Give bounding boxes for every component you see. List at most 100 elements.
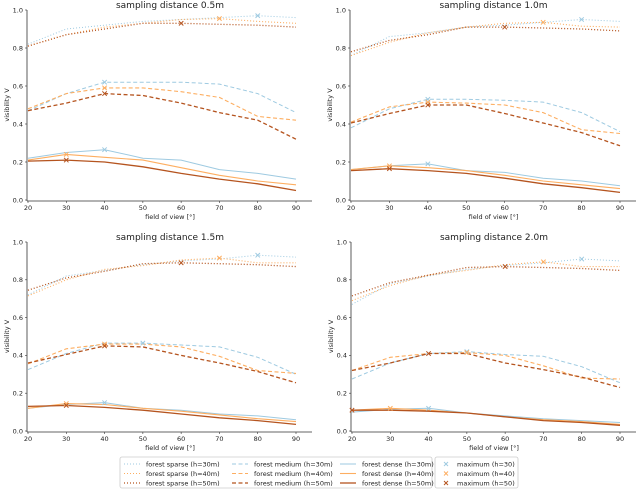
maximum-marker-h30 [255, 252, 261, 258]
max-legend-item: maximum (h=50) [443, 479, 515, 487]
marker-stroke [102, 79, 108, 85]
legend-label: forest sparse (h=30m) [146, 460, 220, 468]
subplot-3: sampling distance 1.5m 20 30 40 50 60 70 80 90 0.… [3, 233, 312, 452]
subplot-title: sampling distance 1.5m [116, 233, 224, 243]
maximum-marker-h40 [63, 401, 69, 407]
maximum-marker-h40 [102, 341, 108, 347]
maximum-marker-h40 [387, 405, 393, 411]
marker-stroke [178, 260, 184, 266]
legend-item: forest dense (h=30m) [340, 460, 434, 468]
maximum-marker-h30 [255, 13, 261, 19]
legend-item: forest dense (h=50m) [340, 479, 434, 487]
maximum-marker-h40 [540, 259, 546, 265]
legend-label: forest sparse (h=40m) [146, 470, 220, 478]
series-line-sparse-h50 [351, 265, 621, 297]
marker-stroke [579, 16, 585, 23]
x-tick-label: 60 [501, 435, 509, 443]
x-axis-label: field of view [°] [469, 444, 519, 452]
series-line-sparse-h40 [351, 261, 620, 302]
maximum-marker-h50 [425, 102, 431, 108]
marker-stroke [178, 20, 184, 26]
y-tick-label: 0.0 [337, 427, 347, 435]
marker-stroke [579, 256, 585, 262]
marker-stroke [425, 161, 431, 167]
y-tick-label: 0.2 [337, 390, 347, 398]
y-tick-label: 0.8 [13, 44, 23, 52]
x-tick-label: 50 [139, 204, 147, 212]
subplot-4: sampling distance 2.0m 20 30 40 50 60 70 80 90 0.… [327, 233, 636, 452]
x-tick-label: 20 [24, 435, 32, 443]
series-line-dense-h40 [27, 153, 297, 186]
marker-stroke [63, 401, 69, 407]
series-line-sparse-h30 [27, 254, 297, 296]
series-line-sparse-h40 [27, 18, 297, 47]
legend-item: forest medium (h=50m) [232, 479, 333, 487]
subplot-2: sampling distance 1.0m 20 30 40 50 60 70 80 90 0.… [326, 1, 636, 221]
marker-stroke [63, 157, 69, 163]
series-line-medium-h50 [351, 352, 621, 389]
series-line-dense-h40 [27, 403, 297, 423]
series-line-dense-h50 [27, 404, 297, 426]
maximum-marker-h50 [63, 402, 69, 409]
y-tick-label: 0.2 [13, 390, 23, 398]
x-tick-label: 30 [62, 435, 70, 443]
x-tick-label: 30 [62, 204, 70, 212]
maximum-marker-h30 [102, 400, 108, 406]
legend: forest sparse (h=30m) forest sparse (h=40… [119, 456, 519, 489]
series-line-sparse-h40 [350, 21, 621, 57]
series-line-medium-h50 [27, 345, 297, 384]
max-legend-label: maximum (h=30) [457, 460, 515, 468]
marker-stroke [386, 166, 392, 172]
series-line-medium-h30 [27, 342, 297, 375]
maximum-marker-h50 [386, 166, 392, 172]
series-line-medium-h40 [350, 101, 621, 135]
legend-item: forest sparse (h=40m) [124, 470, 220, 478]
legend-label: forest dense (h=40m) [362, 470, 434, 478]
x-tick-label: 90 [292, 435, 300, 443]
maximum-marker-h50 [102, 343, 108, 349]
marker-stroke [387, 405, 393, 411]
marker-stroke [102, 147, 108, 153]
maximum-marker-h50 [102, 91, 108, 97]
maximum-marker-h40 [216, 15, 222, 22]
series-line-sparse-h50 [350, 26, 621, 53]
x-axis-label: field of view [°] [145, 213, 195, 221]
x-tick-label: 60 [177, 204, 185, 212]
series-line-medium-h40 [27, 343, 297, 374]
x-tick-label: 90 [616, 204, 624, 212]
subplot-title: sampling distance 2.0m [440, 233, 548, 243]
x-axis-label: field of view [°] [145, 444, 195, 452]
y-tick-label: 0.2 [13, 158, 23, 166]
x-tick-label: 80 [254, 204, 262, 212]
y-tick-label: 0.4 [13, 352, 23, 360]
x-tick-label: 40 [424, 204, 432, 212]
legend-item: forest sparse (h=30m) [124, 460, 220, 468]
x-tick-label: 40 [100, 204, 108, 212]
maximum-marker-h50 [63, 157, 69, 163]
series-line-dense-h30 [350, 163, 621, 187]
marker-stroke [140, 340, 146, 346]
series-line-medium-h50 [27, 92, 297, 140]
legend-box [119, 456, 433, 489]
maximum-marker-h30 [579, 16, 585, 23]
legend-label: forest dense (h=50m) [362, 479, 434, 487]
y-tick-label: 0.6 [336, 82, 346, 90]
x-tick-label: 80 [577, 204, 585, 212]
x-tick-label: 20 [347, 204, 355, 212]
y-tick-label: 0.6 [13, 82, 23, 90]
y-tick-label: 0.4 [13, 120, 23, 128]
x-marker-icon [443, 480, 449, 486]
y-tick-label: 1.0 [13, 6, 23, 14]
series-line-dense-h50 [352, 409, 621, 426]
x-marker-icon [443, 471, 449, 476]
marker-stroke [464, 350, 470, 356]
x-tick-label: 70 [215, 204, 223, 212]
legend-label: forest medium (h=40m) [254, 470, 333, 478]
y-tick-label: 0.4 [337, 352, 347, 360]
marker-stroke [102, 400, 108, 406]
series-line-dense-h50 [350, 168, 621, 194]
series-line-medium-h40 [27, 87, 297, 121]
y-axis-label: visibility V [3, 88, 11, 122]
legend-label: forest dense (h=30m) [362, 460, 434, 468]
subplot-title: sampling distance 0.5m [116, 1, 224, 11]
